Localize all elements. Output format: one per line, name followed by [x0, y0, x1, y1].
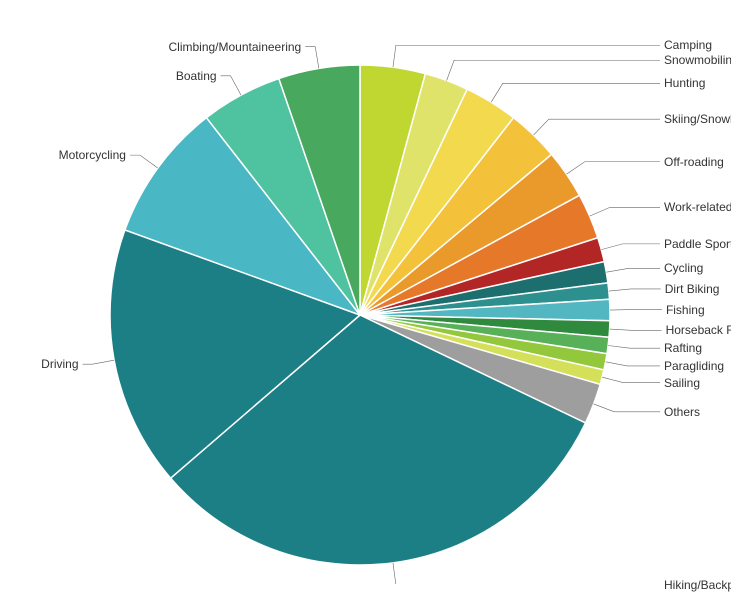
leader-line — [491, 83, 660, 102]
leader-line — [221, 76, 241, 95]
pie-slice-label: Others — [664, 406, 700, 418]
pie-slice-label: Motorcycling — [59, 149, 126, 161]
pie-slice-label: Rafting — [664, 342, 702, 354]
pie-slice-label: Driving — [41, 358, 78, 370]
pie-slice-label: Fishing — [666, 304, 705, 316]
pie-slice-label: Camping — [664, 39, 712, 51]
pie-slice-label: Paragliding — [664, 360, 724, 372]
leader-line — [601, 244, 660, 250]
leader-line — [594, 404, 660, 412]
pie-slice-label: Dirt Biking — [665, 283, 720, 295]
leader-line — [82, 360, 114, 364]
leader-line — [610, 329, 662, 330]
pie-slice-label: Cycling — [664, 262, 703, 274]
pie-slice-label: Climbing/Mountaineering — [168, 41, 301, 53]
pie-slice-label: Sailing — [664, 377, 700, 389]
leader-line — [609, 289, 661, 291]
activity-pie-chart — [0, 0, 731, 584]
leader-line — [590, 207, 660, 216]
leader-line — [608, 346, 660, 349]
leader-line — [130, 155, 158, 168]
leader-line — [534, 119, 660, 135]
pie-slice-label: Hiking/Backpacking — [664, 579, 731, 591]
leader-line — [393, 563, 660, 584]
pie-slice-label: Work-related — [664, 201, 731, 213]
leader-line — [305, 47, 319, 69]
pie-slice-label: Skiing/Snowboarding — [664, 113, 731, 125]
pie-slice-label: Hunting — [664, 77, 705, 89]
leader-line — [606, 362, 660, 366]
leader-line — [567, 162, 660, 174]
pie-slice-label: Horseback Riding — [666, 324, 731, 336]
leader-line — [393, 45, 660, 67]
pie-slice-label: Snowmobiling — [664, 54, 731, 66]
leader-line — [606, 268, 660, 272]
leader-line — [602, 377, 660, 382]
pie-slice-label: Boating — [176, 70, 217, 82]
pie-slice-label: Paddle Sports — [664, 238, 731, 250]
pie-slice-label: Off-roading — [664, 156, 724, 168]
leader-line — [447, 60, 660, 81]
